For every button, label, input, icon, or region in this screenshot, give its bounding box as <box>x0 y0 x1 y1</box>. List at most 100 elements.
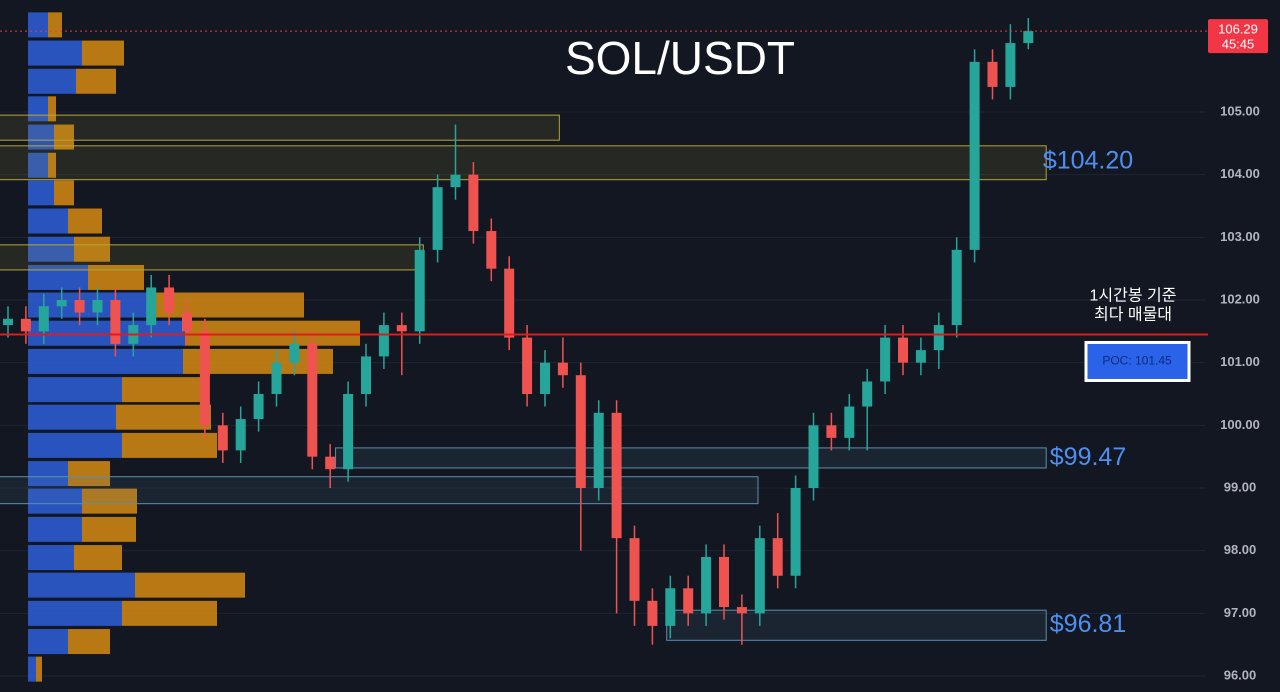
vp-buy <box>28 488 82 514</box>
y-tick-label: 99.00 <box>1224 479 1257 494</box>
y-tick-label: 98.00 <box>1224 542 1257 557</box>
y-tick-label: 96.00 <box>1224 667 1257 682</box>
candle-body <box>325 456 336 470</box>
candle-body <box>611 412 622 539</box>
vp-sell <box>122 377 209 403</box>
candle-body <box>38 306 49 332</box>
countdown: 45:45 <box>1222 37 1255 52</box>
candle-body <box>414 249 425 332</box>
y-tick-label: 103.00 <box>1220 229 1260 244</box>
candle-body <box>862 381 873 407</box>
candle-body <box>361 356 371 395</box>
zone <box>0 244 424 271</box>
vp-buy <box>28 545 74 571</box>
vp-sell <box>68 208 102 234</box>
poc-note: 1시간봉 기준 <box>1090 287 1177 305</box>
level-label: $99.47 <box>1050 443 1126 471</box>
candle-body <box>575 375 586 489</box>
candle-body <box>915 350 926 363</box>
candle-body <box>1023 31 1034 44</box>
candle-body <box>146 287 157 326</box>
candle-body <box>396 325 407 332</box>
candle-body <box>898 337 908 363</box>
candle-body <box>504 268 515 338</box>
candle-body <box>432 187 443 250</box>
candle-body <box>772 538 783 576</box>
vp-sell <box>48 96 56 122</box>
candle-body <box>665 588 676 626</box>
candle-body <box>486 231 497 269</box>
vp-sell <box>76 68 116 94</box>
vp-buy <box>28 629 68 655</box>
y-tick-label: 105.00 <box>1220 103 1260 118</box>
y-tick-label: 102.00 <box>1220 291 1260 306</box>
candle-body <box>808 425 819 489</box>
zone <box>666 609 1047 641</box>
candle-body <box>1005 43 1016 87</box>
vp-buy <box>28 236 74 262</box>
candle-body <box>987 61 998 87</box>
poc-box <box>1084 340 1191 382</box>
last-price-box <box>1208 19 1268 54</box>
candle-body <box>683 588 694 614</box>
vp-buy <box>28 348 183 374</box>
vp-buy <box>28 208 68 234</box>
vp-buy <box>28 320 185 346</box>
candle-body <box>289 343 300 363</box>
vp-sell <box>88 264 144 290</box>
candle-body <box>593 412 604 489</box>
vp-buy <box>28 152 48 178</box>
vp-buy <box>28 516 82 542</box>
candle-body <box>3 318 13 326</box>
vp-sell <box>48 12 62 38</box>
candle-body <box>736 607 747 614</box>
candle-body <box>217 425 228 451</box>
candle-body <box>307 343 318 457</box>
last-price-label: 106.29 <box>1218 22 1258 37</box>
candle-body <box>235 419 246 451</box>
vp-sell <box>185 320 360 346</box>
candle-body <box>20 318 31 332</box>
vp-sell <box>116 404 211 430</box>
vp-buy <box>28 404 116 430</box>
candle-body <box>826 425 837 438</box>
vp-buy <box>28 600 122 626</box>
vp-buy <box>28 656 36 682</box>
vp-sell <box>82 40 124 66</box>
zone <box>0 145 1047 181</box>
candle-body <box>754 538 765 614</box>
candle-body <box>719 556 729 608</box>
candle-body <box>844 406 855 438</box>
vp-buy <box>28 377 122 403</box>
vp-sell <box>122 432 217 458</box>
vp-sell <box>74 545 122 571</box>
candle-body <box>557 362 568 376</box>
vp-sell <box>54 124 74 150</box>
candle-body <box>199 331 210 426</box>
vp-buy <box>28 461 68 487</box>
candle-body <box>933 325 944 351</box>
vp-sell <box>82 488 137 514</box>
vp-buy <box>28 12 48 38</box>
poc-label: POC: 101.45 <box>1102 354 1172 368</box>
vp-sell <box>68 629 110 655</box>
vp-buy <box>28 432 122 458</box>
vp-sell <box>74 236 110 262</box>
zone <box>0 476 759 505</box>
candle-body <box>522 337 533 395</box>
candle-body <box>790 488 801 576</box>
vp-sell <box>135 572 245 598</box>
candle-body <box>271 362 282 395</box>
vp-buy <box>28 264 88 290</box>
candle-body <box>540 362 550 395</box>
zone <box>0 114 560 141</box>
zone <box>335 447 1047 469</box>
candle-body <box>969 61 980 250</box>
vp-sell <box>82 516 136 542</box>
candle-body <box>164 287 175 313</box>
candle-body <box>647 600 658 626</box>
y-tick-label: 101.00 <box>1220 354 1260 369</box>
candle-body <box>701 556 712 614</box>
candle-body <box>880 337 891 382</box>
